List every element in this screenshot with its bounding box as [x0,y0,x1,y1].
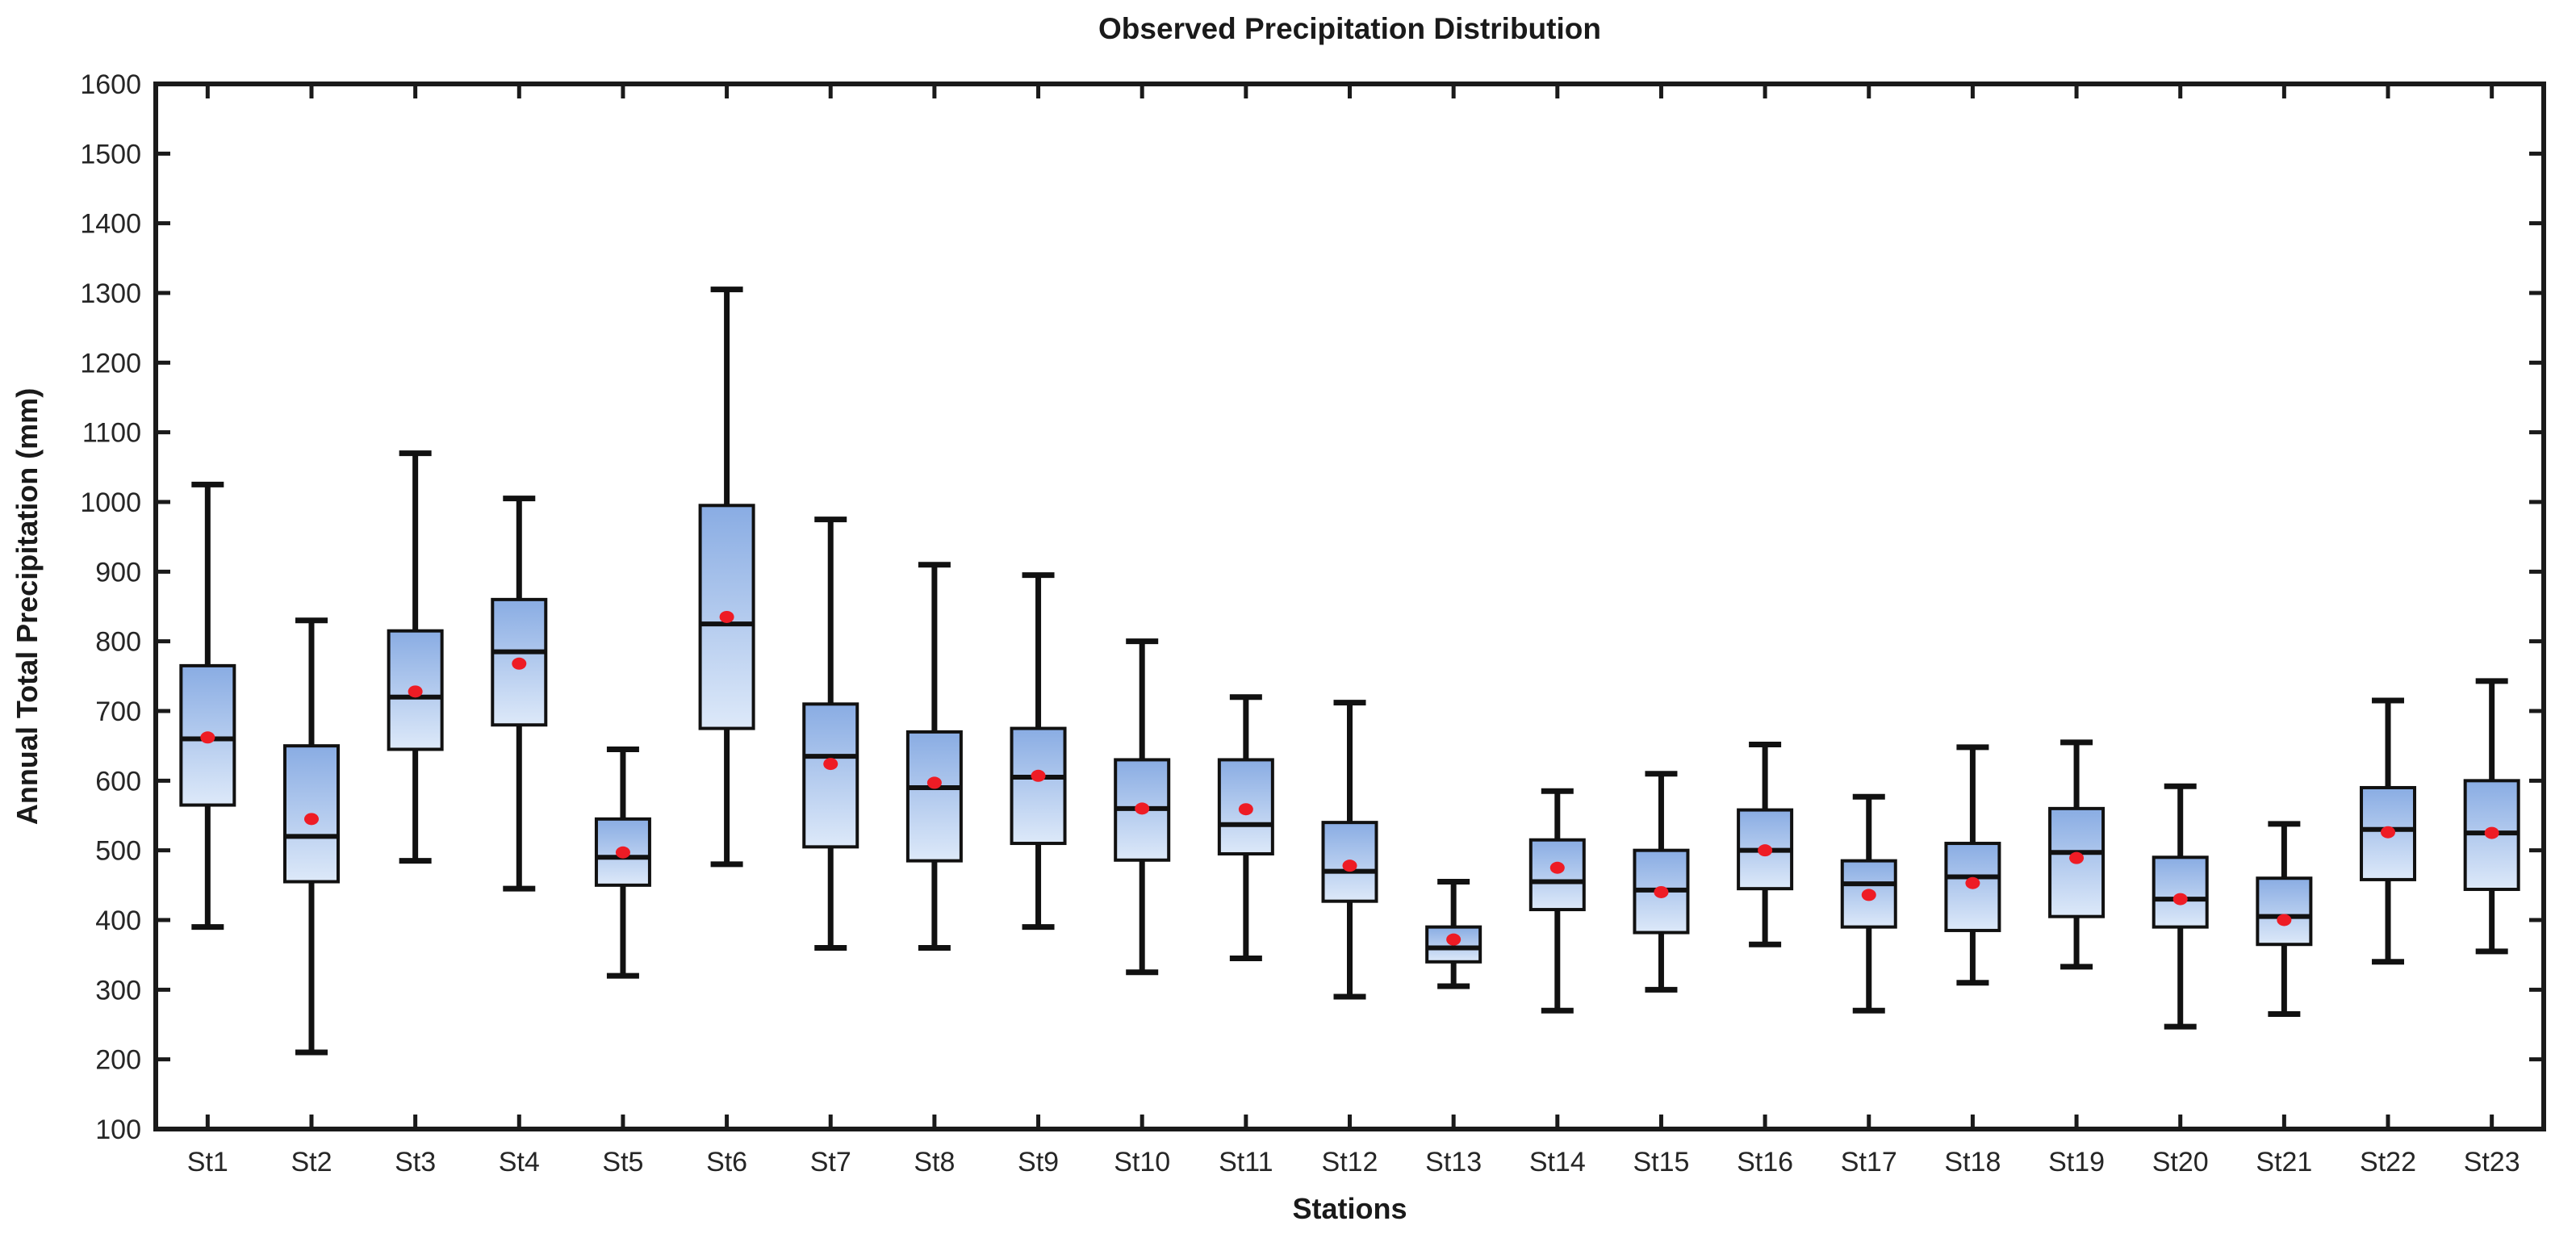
mean-dot [512,657,527,670]
iqr-box [2256,876,2313,947]
x-tick-label-st17: St17 [1841,1147,1897,1177]
axes-layer: 100 200 300 400 500 600 700 800 900 1000 1100 1200 1… [80,69,2546,1177]
iqr-box [1010,726,1067,846]
x-tick-label-st19: St19 [2048,1147,2105,1177]
boxplot-st8 [905,562,963,952]
y-tick-label: 900 [95,557,141,588]
x-tick-label-st23: St23 [2464,1147,2520,1177]
y-tick-label: 700 [95,696,141,727]
x-tick-label-st11: St11 [1219,1147,1273,1177]
x-tick-label-st7: St7 [810,1147,851,1177]
x-tick-label-st10: St10 [1114,1147,1170,1177]
y-tick-label: 100 [95,1115,141,1145]
iqr-box [905,730,963,863]
iqr-box [1528,838,1586,912]
mean-dot [1135,802,1150,815]
boxplot-st3 [387,450,444,864]
mean-dot [823,758,838,771]
mean-dot [1654,885,1669,898]
mean-dot [2069,851,2085,864]
mean-dot [303,813,319,826]
mean-dot [1861,889,1876,901]
mean-dot [200,731,215,744]
mean-dot [1031,769,1046,782]
x-tick-label-st1: St1 [187,1147,228,1177]
boxplot-st2 [282,617,340,1056]
x-tick-label-st12: St12 [1322,1147,1378,1177]
mean-dot [408,685,423,698]
boxplot-st21 [2256,821,2313,1018]
x-tick-label-st18: St18 [1944,1147,2001,1177]
boxplot-st7 [802,517,859,952]
x-tick-label-st14: St14 [1529,1147,1586,1177]
mean-dot [1446,933,1462,946]
x-tick-label-st3: St3 [395,1147,436,1177]
y-tick-label: 300 [95,975,141,1006]
y-tick-label: 600 [95,766,141,797]
x-tick-label-st16: St16 [1737,1147,1793,1177]
boxplot-st11 [1217,694,1274,961]
y-axis-label: Annual Total Precipitation (mm) [10,388,44,825]
y-tick-label: 1600 [80,69,141,100]
y-tick-label: 200 [95,1045,141,1076]
boxplot-st13 [1425,879,1482,989]
boxplot-st16 [1737,741,1794,947]
mean-dot [1549,861,1565,874]
boxplot-st4 [491,496,548,892]
mean-dot [719,610,734,623]
mean-dot [1342,859,1357,872]
mean-dot [1965,876,1980,889]
mean-dot [2277,914,2292,926]
mean-dot [2172,893,2188,905]
y-tick-label: 1200 [80,348,141,379]
x-tick-label-st9: St9 [1018,1147,1059,1177]
y-tick-label: 1000 [80,487,141,518]
y-tick-label: 1300 [80,278,141,309]
mean-dot [2484,826,2499,839]
y-tick-label: 1500 [80,139,141,169]
boxplot-st19 [2048,739,2106,970]
x-tick-label-st8: St8 [914,1147,955,1177]
x-tick-label-st6: St6 [706,1147,747,1177]
x-tick-label-st15: St15 [1633,1147,1689,1177]
iqr-box [802,702,859,849]
x-tick-label-st21: St21 [2256,1147,2312,1177]
boxplot-st12 [1321,700,1378,1000]
x-tick-label-st22: St22 [2360,1147,2416,1177]
boxplot-st23 [2463,678,2520,955]
y-tick-label: 500 [95,836,141,867]
boxplot-st15 [1633,771,1690,993]
boxplot-st17 [1840,793,1897,1014]
chart-title: Observed Precipitation Distribution [1098,12,1601,45]
boxplot-series-layer [179,286,2520,1056]
boxplot-st10 [1114,638,1171,976]
x-tick-label-st2: St2 [291,1147,332,1177]
boxplot-st1 [179,481,236,931]
boxplot-st20 [2152,783,2209,1030]
x-tick-label-st5: St5 [602,1147,643,1177]
y-tick-label: 800 [95,627,141,658]
mean-dot [926,776,942,789]
boxplot-st18 [1944,744,2001,986]
boxplot-st5 [594,746,651,979]
boxplot-st22 [2360,697,2417,965]
mean-dot [1238,803,1253,816]
iqr-box [2152,855,2209,929]
x-tick-label-st20: St20 [2152,1147,2209,1177]
x-tick-label-st4: St4 [499,1147,540,1177]
mean-dot [1758,844,1773,857]
x-axis-label: Stations [1292,1192,1407,1225]
mean-dot [615,846,630,859]
iqr-box [594,817,651,887]
y-tick-label: 400 [95,905,141,936]
x-tick-label-st13: St13 [1425,1147,1482,1177]
mean-dot [2381,826,2396,839]
boxplot-st9 [1010,572,1067,931]
boxplot-st14 [1528,788,1586,1014]
y-tick-label: 1400 [80,209,141,240]
y-tick-label: 1100 [82,418,141,449]
boxplot-st6 [698,286,755,868]
